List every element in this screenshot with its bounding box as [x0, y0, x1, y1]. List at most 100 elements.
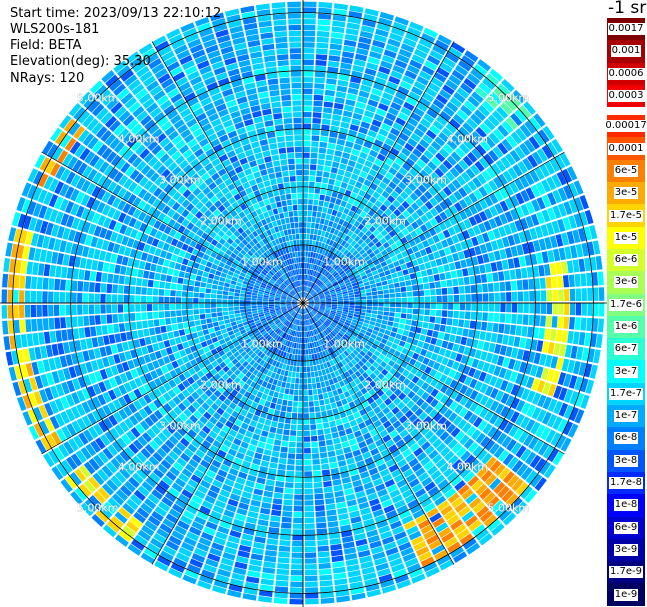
range-gate: [389, 293, 396, 298]
range-gate: [551, 316, 558, 328]
range-gate: [371, 291, 378, 296]
range-gate: [197, 330, 204, 337]
range-gate: [409, 325, 417, 333]
range-gate: [401, 147, 411, 157]
range-gate: [287, 371, 293, 377]
range-gate: [419, 194, 429, 204]
range-gate: [348, 178, 357, 186]
range-gate: [359, 315, 365, 319]
range-gate: [429, 124, 441, 136]
range-gate: [254, 409, 262, 417]
range-gate: [446, 139, 458, 150]
range-gate: [403, 256, 411, 263]
range-gate: [261, 430, 269, 438]
range-gate: [303, 292, 305, 298]
range-gate: [317, 229, 322, 236]
range-gate: [306, 268, 309, 275]
range-gate: [445, 271, 452, 280]
range-gate: [118, 323, 126, 332]
range-gate: [454, 261, 462, 270]
range-gate: [324, 256, 329, 263]
range-gate: [458, 345, 466, 354]
range-gate: [368, 168, 378, 177]
range-gate: [275, 386, 281, 393]
range-gate: [452, 361, 460, 371]
range-gate: [361, 337, 368, 344]
range-gate: [572, 331, 580, 345]
range-gate: [286, 464, 295, 471]
range-gate: [371, 88, 383, 97]
range-gate: [417, 184, 427, 194]
range-gate: [397, 214, 406, 222]
range-gate: [502, 170, 513, 183]
range-gate: [13, 289, 19, 303]
range-gate: [331, 279, 337, 284]
range-gate: [522, 157, 533, 171]
range-gate: [175, 303, 182, 310]
range-gate: [326, 226, 332, 233]
range-gate: [308, 303, 314, 305]
range-gate: [310, 282, 315, 288]
range-gate: [519, 124, 532, 138]
range-gate: [438, 364, 446, 373]
range-gate: [303, 257, 306, 263]
range-gate: [313, 100, 323, 107]
range-gate: [570, 245, 578, 259]
range-gate: [312, 118, 322, 124]
range-gate: [360, 241, 367, 249]
range-gate: [388, 204, 397, 212]
range-gate: [205, 308, 211, 314]
range-gate: [378, 298, 384, 303]
range-gate: [209, 332, 217, 339]
range-gate: [405, 96, 418, 107]
range-gate: [94, 315, 101, 325]
range-gate: [304, 331, 307, 338]
range-gate: [354, 252, 361, 259]
range-gate: [355, 303, 361, 306]
range-gate: [534, 315, 541, 327]
range-gate: [269, 426, 277, 434]
range-gate: [339, 270, 345, 276]
range-gate: [366, 299, 373, 303]
range-gate: [314, 371, 319, 377]
range-gate: [332, 281, 338, 286]
range-gate: [408, 331, 415, 338]
range-gate: [389, 312, 395, 317]
range-gate: [400, 106, 412, 117]
range-gate: [421, 391, 430, 401]
range-gate: [339, 127, 349, 135]
range-gate: [561, 330, 569, 343]
range-gate: [187, 309, 194, 316]
range-gate: [393, 142, 403, 152]
range-gate: [307, 372, 311, 378]
range-gate: [378, 128, 389, 137]
range-gate: [205, 293, 211, 299]
range-gate: [330, 125, 340, 133]
range-gate: [349, 154, 358, 162]
range-gate: [479, 198, 489, 210]
range-gate: [442, 143, 454, 155]
range-gate: [429, 197, 439, 207]
range-gate: [305, 337, 308, 343]
range-gate: [434, 167, 445, 178]
range-gate: [520, 416, 531, 429]
range-gate: [304, 488, 313, 495]
range-gate: [297, 413, 303, 419]
range-gate: [557, 418, 568, 433]
range-gate: [383, 199, 392, 208]
range-gate: [324, 231, 330, 238]
range-gate: [527, 154, 538, 168]
range-gate: [360, 328, 367, 334]
range-gate: [512, 233, 521, 245]
range-gate: [329, 396, 336, 404]
range-gate: [362, 165, 371, 174]
range-gate: [449, 118, 461, 130]
range-gate: [340, 213, 347, 220]
range-gate: [396, 195, 405, 204]
range-gate: [100, 314, 107, 325]
range-gate: [356, 277, 362, 282]
range-gate: [88, 293, 95, 303]
range-gate: [450, 270, 458, 279]
range-gate: [396, 345, 404, 353]
range-gate: [474, 160, 485, 172]
